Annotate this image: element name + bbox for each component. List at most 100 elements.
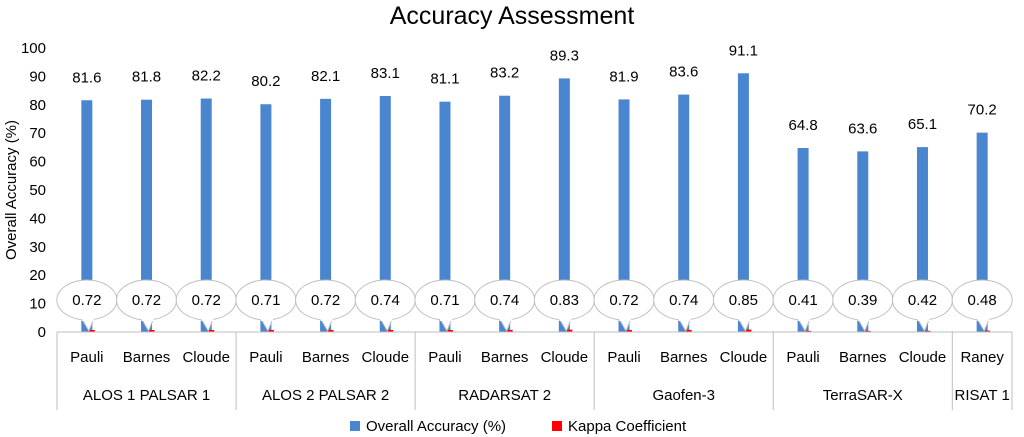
accuracy-data-label: 80.2	[251, 73, 280, 90]
y-tick-label: 30	[29, 239, 46, 256]
kappa-callout-joint	[260, 315, 273, 321]
kappa-bar	[207, 329, 215, 332]
accuracy-data-label: 83.6	[669, 64, 698, 81]
kappa-data-label: 0.72	[72, 292, 101, 309]
kappa-data-label: 0.71	[251, 292, 280, 309]
legend-swatch	[552, 421, 562, 431]
kappa-callout-joint	[678, 315, 691, 321]
y-tick-label: 40	[29, 210, 46, 227]
accuracy-bar	[558, 78, 570, 332]
kappa-callout-joint	[619, 315, 632, 321]
kappa-bar	[565, 329, 573, 332]
y-tick-label: 0	[38, 324, 46, 341]
kappa-callout: 0.72	[175, 279, 237, 333]
x-tick-label: Pauli	[607, 349, 640, 366]
x-tick-label: Cloude	[362, 349, 410, 366]
legend-label: Overall Accuracy (%)	[366, 418, 506, 435]
kappa-callout: 0.85	[712, 279, 774, 333]
y-tick-label: 60	[29, 154, 46, 171]
accuracy-bar	[260, 104, 272, 333]
kappa-callout: 0.74	[474, 279, 536, 333]
x-tick-label: Cloude	[899, 349, 947, 366]
x-tick-label: Raney	[960, 349, 1004, 366]
chart-title: Accuracy Assessment	[390, 2, 635, 30]
kappa-data-label: 0.72	[132, 292, 161, 309]
kappa-callout-joint	[439, 315, 452, 321]
kappa-callout: 0.72	[593, 279, 655, 333]
kappa-callout: 0.72	[295, 279, 357, 333]
kappa-callout: 0.72	[116, 279, 178, 333]
accuracy-data-label: 83.2	[490, 65, 519, 82]
kappa-callout-joint	[917, 315, 930, 321]
kappa-callout-joint	[738, 315, 751, 321]
y-tick-label: 20	[29, 267, 46, 284]
kappa-bar	[744, 329, 752, 332]
accuracy-data-label: 65.1	[908, 116, 937, 133]
kappa-callout-joint	[201, 315, 214, 321]
y-axis: 0 10 20 30 40 50 60 70 80 90 100	[21, 40, 46, 341]
kappa-callout: 0.74	[653, 279, 715, 333]
y-tick-label: 10	[29, 296, 46, 313]
accuracy-data-label: 89.3	[550, 47, 579, 64]
x-tick-label: Pauli	[786, 349, 819, 366]
accuracy-bar	[916, 147, 928, 332]
group-label: ALOS 1 PALSAR 1	[83, 387, 210, 404]
accuracy-data-label: 83.1	[371, 65, 400, 82]
kappa-callout-joint	[559, 315, 572, 321]
kappa-callout-joint	[141, 315, 154, 321]
accuracy-data-label: 82.2	[192, 68, 221, 85]
accuracy-bar	[797, 147, 809, 332]
accuracy-bar	[320, 98, 332, 332]
kappa-callout-joint	[380, 315, 393, 321]
x-tick-label: Pauli	[428, 349, 461, 366]
kappa-data-label: 0.71	[430, 292, 459, 309]
y-tick-label: 50	[29, 182, 46, 199]
accuracy-data-label: 81.6	[72, 69, 101, 86]
kappa-data-label: 0.39	[848, 292, 877, 309]
accuracy-bar	[499, 95, 511, 332]
x-tick-label: Barnes	[660, 349, 708, 366]
x-tick-label: Cloude	[541, 349, 589, 366]
kappa-bar	[804, 330, 812, 333]
group-label: TerraSAR-X	[823, 387, 903, 404]
kappa-bar	[863, 330, 871, 333]
accuracy-bar	[737, 73, 749, 332]
accuracy-bar	[678, 94, 690, 333]
accuracy-bar	[379, 95, 391, 332]
x-tick-label: Barnes	[123, 349, 171, 366]
kappa-callout-joint	[977, 315, 990, 321]
accuracy-bar	[857, 151, 869, 332]
kappa-bar	[147, 329, 155, 332]
y-tick-label: 90	[29, 68, 46, 85]
kappa-bar	[87, 329, 95, 332]
kappa-data-label: 0.72	[609, 292, 638, 309]
x-tick-label: Cloude	[182, 349, 230, 366]
kappa-callout-joint	[857, 315, 870, 321]
x-tick-label: Barnes	[302, 349, 350, 366]
bars: 81.6 81.8 82.2 80.2 82.1 83.1 81.1 83.2 89.3 81.9…	[72, 42, 997, 333]
kappa-bar	[923, 330, 931, 333]
y-tick-label: 100	[21, 40, 46, 57]
kappa-data-label: 0.83	[550, 292, 579, 309]
x-tick-label: Pauli	[249, 349, 282, 366]
group-label: Gaofen-3	[652, 387, 715, 404]
x-axis: Pauli Barnes Cloude ALOS 1 PALSAR 1 Pauli Bar…	[56, 331, 1013, 410]
accuracy-data-label: 81.1	[430, 71, 459, 88]
group-label: RISAT 1	[955, 387, 1010, 404]
kappa-data-label: 0.74	[669, 292, 698, 309]
kappa-callout: 0.39	[832, 279, 894, 333]
legend-swatch	[350, 421, 360, 431]
kappa-data-label: 0.48	[968, 292, 997, 309]
accuracy-bar	[200, 98, 212, 332]
kappa-data-label: 0.85	[729, 292, 758, 309]
kappa-callout-joint	[81, 315, 94, 321]
kappa-data-label: 0.42	[908, 292, 937, 309]
y-tick-label: 70	[29, 125, 46, 142]
kappa-bar	[386, 329, 394, 332]
kappa-callout: 0.41	[772, 279, 834, 333]
accuracy-bar	[976, 132, 988, 332]
kappa-callout-joint	[499, 315, 512, 321]
kappa-callout: 0.42	[891, 279, 953, 333]
accuracy-data-label: 81.8	[132, 69, 161, 86]
accuracy-bar	[141, 99, 153, 332]
